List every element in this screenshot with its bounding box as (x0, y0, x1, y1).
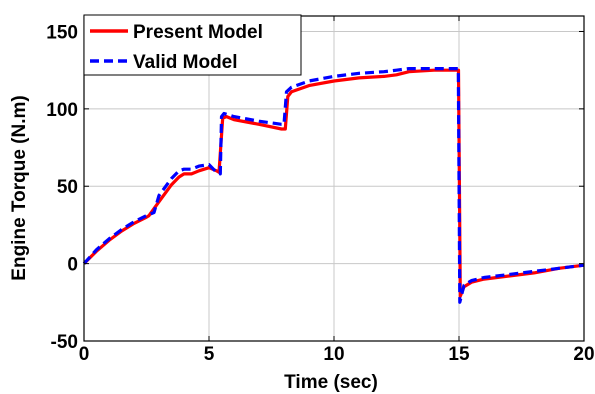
legend-label-present-model: Present Model (133, 22, 263, 43)
legend-label-valid-model: Valid Model (133, 52, 238, 73)
x-tick-label: 5 (204, 344, 215, 365)
series-line-valid-model (82, 66, 585, 304)
legend-box (83, 14, 302, 76)
legend: Present Model Valid Model (83, 14, 302, 76)
axis-ticks (83, 16, 585, 342)
y-tick-label: -50 (51, 332, 78, 353)
y-tick-label: 50 (57, 177, 78, 198)
y-tick-label: 100 (46, 100, 78, 121)
x-tick-label: 0 (79, 344, 90, 365)
y-axis-label: Engine Torque (N.m) (9, 95, 30, 280)
y-tick-label: 150 (46, 22, 78, 43)
x-tick-label: 20 (573, 344, 594, 365)
x-tick-label: 10 (323, 344, 344, 365)
y-tick-label: 0 (67, 255, 78, 276)
plot-series (82, 66, 585, 304)
x-axis-label: Time (sec) (284, 372, 378, 393)
x-tick-label: 15 (448, 344, 470, 365)
